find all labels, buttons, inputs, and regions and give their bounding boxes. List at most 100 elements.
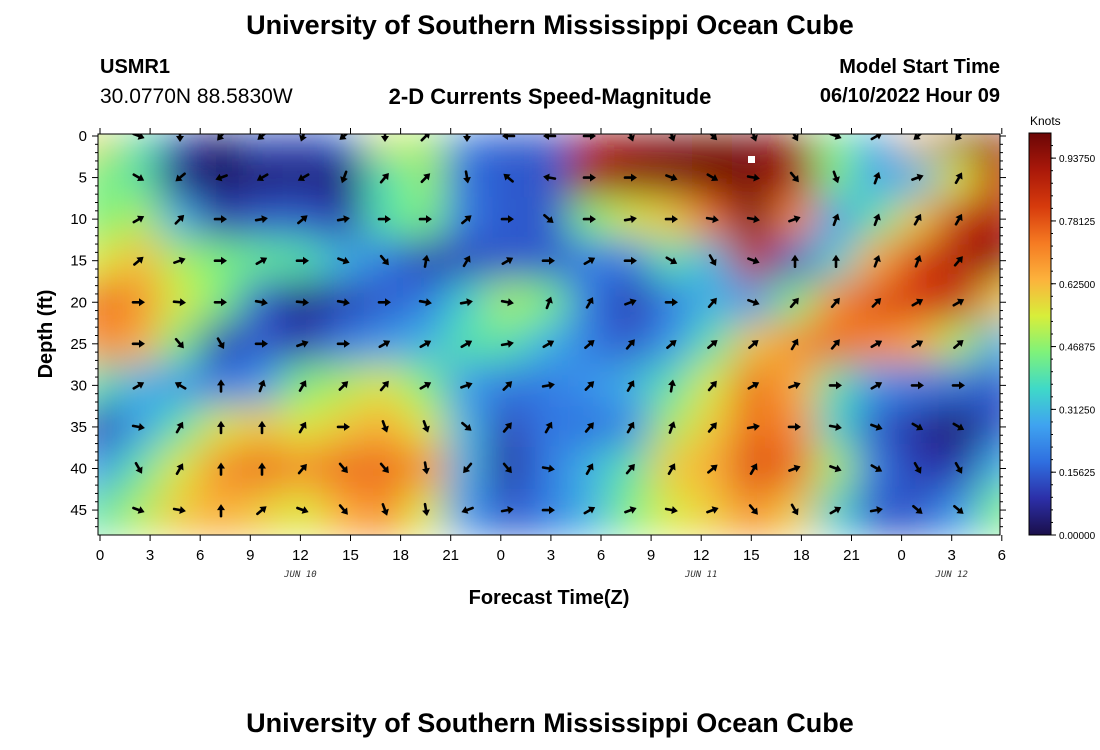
current-arrow [298,421,307,434]
colorbar-tick-label: 0.31250 [1059,405,1096,416]
current-arrow [258,379,266,393]
x-tick-label: 3 [547,547,555,564]
current-arrow [913,213,922,226]
current-arrow [134,461,143,474]
x-tick-label: 0 [96,547,104,564]
model-start-label: Model Start Time [839,56,1000,78]
current-arrow [789,297,799,309]
current-arrow [582,173,596,182]
current-arrow [911,422,924,431]
x-tick-label: 0 [897,547,905,564]
current-arrow [463,170,471,184]
current-arrow [132,215,145,224]
current-arrow [749,463,758,476]
current-arrow [381,419,389,433]
current-arrow [297,173,310,181]
colorbar-tick-label: 0.46875 [1059,343,1096,354]
heatmap-cell [486,488,530,535]
current-arrow [131,339,145,348]
current-arrow [583,257,596,266]
current-arrow [667,463,676,476]
current-arrow [255,257,268,266]
heatmap-cell [98,405,120,449]
current-arrow [338,381,349,391]
current-arrow [254,339,268,348]
current-arrow [707,340,718,350]
current-arrow [832,254,840,269]
current-arrow [747,381,760,390]
heatmap-cell [978,322,1000,366]
current-time-marker [748,156,755,163]
current-arrow [830,339,840,350]
current-arrow [746,173,760,182]
current-arrow [544,421,553,434]
current-arrow [543,214,554,223]
current-arrow [217,134,225,141]
current-arrow [788,215,801,223]
current-arrow [914,255,922,268]
heatmap-cell [978,280,1000,325]
current-arrow [666,340,677,350]
current-arrow [545,296,553,310]
current-arrow [913,134,923,140]
current-arrow [217,379,225,393]
heatmap-cell [117,134,161,158]
station-id: USMR1 [100,56,171,78]
current-arrow [828,423,842,431]
current-arrow [297,215,308,225]
current-arrow [296,340,309,348]
current-arrow [582,134,596,140]
heatmap-cell [814,488,858,535]
y-tick-label: 15 [70,253,87,270]
current-arrow [627,134,635,142]
current-arrow [585,297,594,309]
current-arrow [132,506,145,514]
heatmap-cell [98,446,120,491]
current-arrow [175,172,186,182]
current-arrow [953,256,963,267]
current-arrow [422,461,430,475]
current-arrow [336,422,350,431]
heatmap-cell [978,446,1000,491]
current-arrow [787,422,801,431]
heatmap-cell [978,363,1000,408]
x-tick-label: 18 [793,547,810,564]
current-arrow [911,340,924,349]
current-arrow [217,504,225,518]
current-arrow [298,380,307,392]
current-arrow [664,215,678,224]
current-arrow [665,173,678,182]
heatmap-cell [691,488,735,535]
current-arrow [461,506,474,514]
current-arrow [422,254,430,268]
current-arrow [873,255,881,268]
x-axis-title: Forecast Time(Z) [469,587,630,609]
colorbar: Knots 0.00000 0.15625 0.31250 0.46875 0.6250… [1028,114,1096,542]
current-arrow [951,381,965,390]
colorbar-tick-label: 0.15625 [1059,468,1096,479]
current-arrow [217,462,225,476]
current-arrow [708,254,717,266]
current-arrow [257,134,267,140]
current-arrow [502,462,512,474]
current-arrow [706,506,719,514]
current-arrow [336,215,350,224]
current-arrow [584,422,594,433]
heatmap-cell [978,155,1000,200]
current-arrow [541,256,555,265]
current-arrow [541,381,555,390]
current-arrow [463,462,473,474]
current-arrow [623,215,637,224]
current-arrow [869,506,883,514]
current-arrow [131,298,145,307]
heatmap-cell [568,134,612,158]
current-arrow [377,215,391,224]
current-arrow [337,256,350,265]
current-arrow [419,381,432,390]
heatmap-cell [814,134,858,158]
current-arrow [623,173,637,182]
x-date-label: JUN 11 [684,570,718,580]
heatmap-cell [158,134,202,158]
current-arrow [582,215,596,224]
heatmap-cell [978,488,1000,535]
